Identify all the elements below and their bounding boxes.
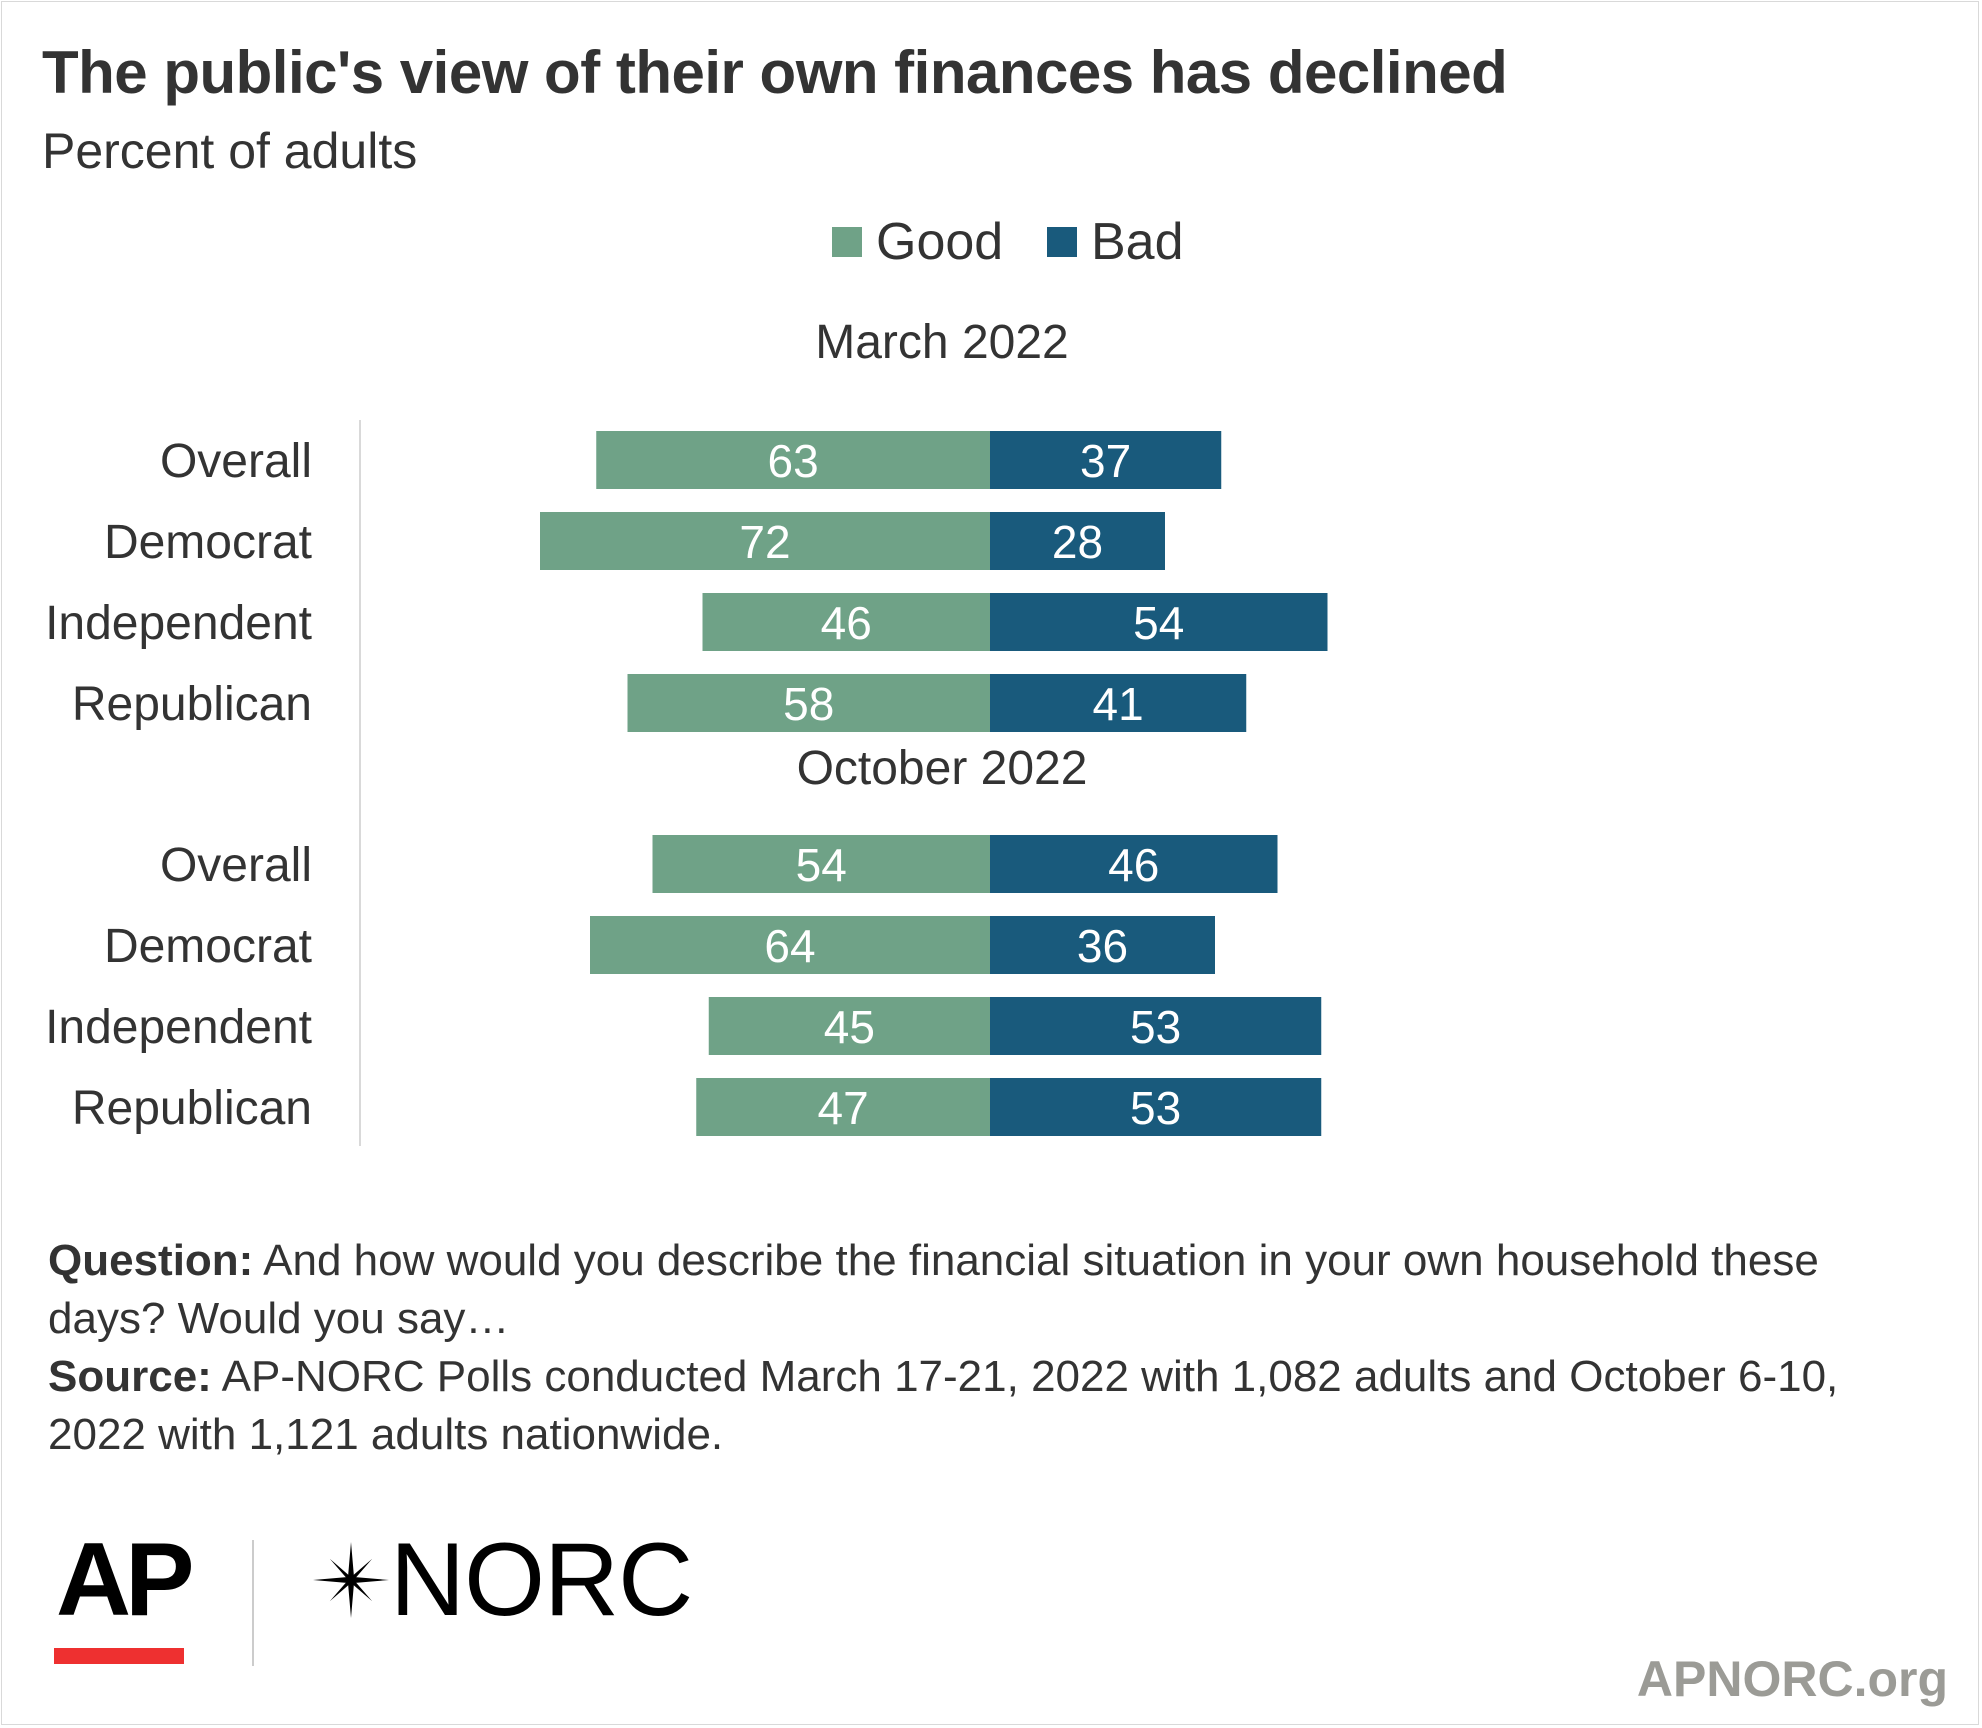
- data-label-good: 63: [768, 435, 819, 487]
- data-label-good: 45: [824, 1001, 875, 1053]
- source-note: Source: AP-NORC Polls conducted March 17…: [48, 1348, 1928, 1464]
- category-label: Republican: [72, 678, 312, 731]
- legend-swatch-good: [832, 227, 862, 257]
- logo-divider: [252, 1540, 254, 1666]
- data-label-good: 54: [796, 839, 847, 891]
- group-title: October 2022: [797, 742, 1088, 795]
- data-label-good: 64: [764, 920, 815, 972]
- data-label-bad: 28: [1052, 516, 1103, 568]
- data-label-good: 72: [739, 516, 790, 568]
- question-label: Question:: [48, 1236, 254, 1285]
- bar-bad: [990, 674, 1247, 732]
- question-note: Question: And how would you describe the…: [48, 1232, 1928, 1348]
- legend: Good Bad: [0, 212, 1982, 272]
- bar-good: [652, 835, 990, 893]
- data-label-bad: 36: [1077, 920, 1128, 972]
- source-text: AP-NORC Polls conducted March 17-21, 202…: [48, 1352, 1839, 1459]
- bar-bad: [990, 512, 1165, 570]
- group-title: March 2022: [815, 316, 1068, 369]
- category-label: Democrat: [104, 516, 312, 569]
- bar-bad: [990, 916, 1215, 974]
- data-label-good: 58: [783, 678, 834, 730]
- data-label-bad: 53: [1130, 1001, 1181, 1053]
- bar-good: [627, 674, 990, 732]
- question-text: And how would you describe the financial…: [48, 1236, 1819, 1343]
- data-label-bad: 41: [1093, 678, 1144, 730]
- bar-good: [590, 916, 990, 974]
- norc-logo-text: NORC: [390, 1522, 693, 1638]
- legend-label-good: Good: [876, 213, 1004, 271]
- data-label-bad: 37: [1080, 435, 1131, 487]
- chart-title: The public's view of their own finances …: [42, 39, 1508, 106]
- legend-item-bad: Bad: [1047, 212, 1184, 272]
- category-label: Independent: [45, 1001, 312, 1054]
- bar-bad: [990, 593, 1328, 651]
- bar-good: [540, 512, 990, 570]
- legend-swatch-bad: [1047, 227, 1077, 257]
- legend-label-bad: Bad: [1091, 213, 1184, 271]
- category-label: Overall: [160, 435, 312, 488]
- data-label-bad: 46: [1108, 839, 1159, 891]
- bar-chart: March 2022 Overall 63 37 Democrat 72 28 Indepen…: [45, 316, 1328, 1146]
- bar-good: [696, 1078, 990, 1136]
- legend-item-good: Good: [832, 212, 1003, 272]
- chart-subtitle: Percent of adults: [42, 123, 418, 179]
- data-label-good: 46: [821, 597, 872, 649]
- site-url: APNORC.org: [1636, 1651, 1948, 1707]
- bar-bad: [990, 1078, 1322, 1136]
- chart-notes: Question: And how would you describe the…: [48, 1232, 1928, 1464]
- data-label-bad: 53: [1130, 1082, 1181, 1134]
- category-label: Republican: [72, 1082, 312, 1135]
- category-label: Democrat: [104, 920, 312, 973]
- bar-good: [708, 997, 990, 1055]
- star-icon: [313, 1542, 389, 1618]
- source-label: Source:: [48, 1352, 212, 1401]
- category-label: Overall: [160, 839, 312, 892]
- bar-bad: [990, 997, 1322, 1055]
- bar-bad: [990, 835, 1278, 893]
- bar-bad: [990, 431, 1222, 489]
- ap-logo: AP: [56, 1522, 195, 1638]
- data-label-good: 47: [818, 1082, 869, 1134]
- data-label-bad: 54: [1133, 597, 1184, 649]
- bar-good: [702, 593, 990, 651]
- bar-good: [596, 431, 990, 489]
- ap-logo-bar: [54, 1648, 184, 1664]
- norc-logo: NORC: [312, 1522, 693, 1638]
- category-label: Independent: [45, 597, 312, 650]
